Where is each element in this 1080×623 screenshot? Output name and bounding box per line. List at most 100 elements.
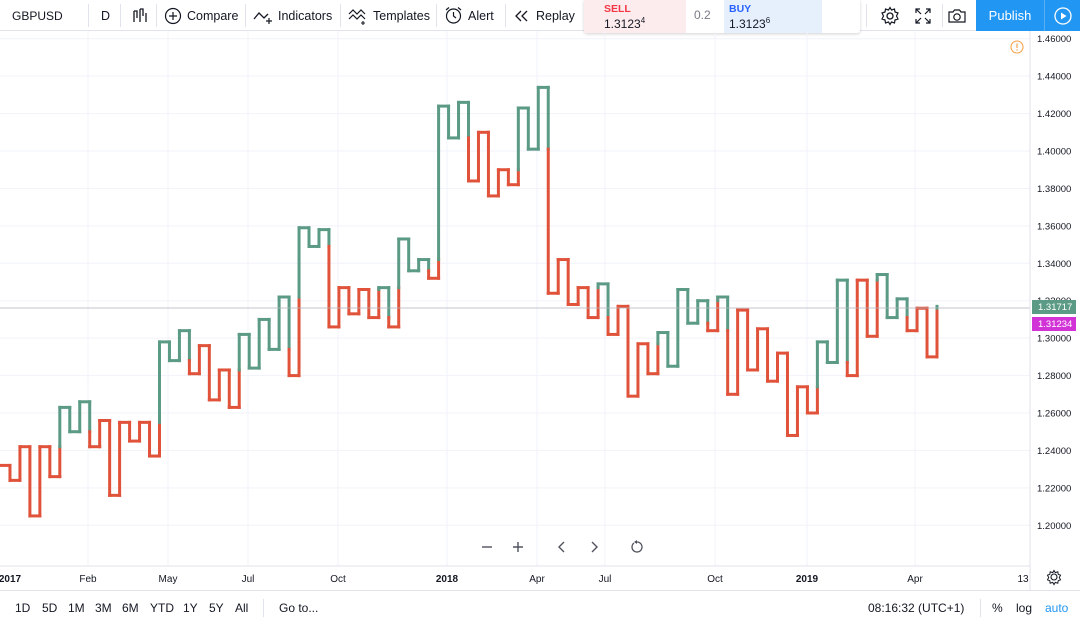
- range-label: YTD: [150, 600, 174, 615]
- price-tick-label: 1.36000: [1037, 221, 1071, 232]
- time-axis[interactable]: 2017 Feb May Jul Oct 2018 Apr Jul Oct 2019 Apr 13: [0, 574, 1029, 585]
- auto-label: auto: [1045, 600, 1069, 615]
- sell-button[interactable]: SELL 1.31234: [584, 0, 686, 33]
- range-button-1y[interactable]: 1Y: [183, 591, 198, 623]
- toolbar-divider: [942, 4, 943, 27]
- toolbar-divider: [505, 4, 506, 27]
- price-tick-label: 1.40000: [1037, 147, 1071, 158]
- range-button-6m[interactable]: 6M: [122, 591, 139, 623]
- zoom-out-button[interactable]: [478, 536, 496, 558]
- settings-gear-icon: [881, 5, 899, 26]
- buy-button[interactable]: BUY 1.31236: [724, 0, 822, 33]
- replay-icon: [515, 10, 528, 21]
- zoom-out-icon: [482, 546, 492, 548]
- zoom-in-icon: [513, 542, 523, 552]
- buy-label: BUY: [729, 3, 752, 15]
- chart-settings-button[interactable]: [880, 0, 900, 31]
- top-toolbar: GBPUSD D Compare Indicators Templates Al…: [0, 0, 1080, 31]
- fullscreen-button[interactable]: [914, 0, 932, 31]
- range-label: 3M: [95, 600, 112, 615]
- prev-close-value: 1.31234: [1038, 318, 1073, 330]
- alert-button[interactable]: Alert: [444, 0, 494, 31]
- last-price-tag: 1.31717: [1032, 300, 1076, 314]
- time-tick-label: 2019: [796, 574, 819, 585]
- price-tick-label: 1.26000: [1037, 409, 1071, 420]
- scroll-left-button[interactable]: [553, 536, 571, 558]
- interval-label: D: [101, 8, 111, 23]
- symbol-search-button[interactable]: GBPUSD: [12, 0, 63, 31]
- buy-price-main: 1.3123: [729, 17, 766, 31]
- alert-label: Alert: [468, 8, 494, 23]
- indicators-icon: [253, 11, 272, 24]
- camera-icon: [948, 8, 966, 23]
- time-tick-label: Jul: [599, 574, 612, 585]
- range-button-all[interactable]: All: [235, 591, 248, 623]
- price-axis[interactable]: 1.46000 1.44000 1.42000 1.40000 1.38000 1.360…: [1037, 34, 1071, 532]
- toolbar-divider: [156, 4, 157, 27]
- sell-price-main: 1.3123: [604, 17, 641, 31]
- bottom-toolbar: 1D 5D 1M 3M 6M YTD 1Y 5Y All Go to... 08:16:32 (…: [0, 590, 1080, 623]
- trading-panel: SELL 1.31234 0.2 BUY 1.31236: [584, 0, 860, 33]
- percent-label: %: [992, 600, 1003, 615]
- toolbar-divider: [436, 4, 437, 27]
- fullscreen-icon: [915, 7, 931, 24]
- chart-warning-button[interactable]: [1010, 40, 1024, 54]
- replay-button[interactable]: Replay: [513, 0, 575, 31]
- range-button-5y[interactable]: 5Y: [209, 591, 224, 623]
- toolbar-divider: [866, 4, 867, 27]
- play-button[interactable]: [1044, 0, 1080, 31]
- toolbar-divider: [245, 4, 246, 27]
- price-tick-label: 1.28000: [1037, 371, 1071, 382]
- time-tick-label: Oct: [707, 574, 723, 585]
- bar-style-icon: [133, 7, 147, 22]
- range-button-1m[interactable]: 1M: [68, 591, 85, 623]
- range-button-5d[interactable]: 5D: [42, 591, 57, 623]
- kagi-chart[interactable]: 1.46000 1.44000 1.42000 1.40000 1.38000 1.360…: [0, 31, 1080, 590]
- sell-price: 1.31234: [604, 16, 645, 31]
- warning-dot: [1016, 49, 1018, 51]
- prev-close-tag: 1.31234: [1032, 317, 1076, 331]
- compare-button[interactable]: Compare: [164, 0, 238, 31]
- scroll-right-button[interactable]: [585, 536, 603, 558]
- price-tick-label: 1.22000: [1037, 483, 1071, 494]
- price-tick-label: 1.24000: [1037, 446, 1071, 457]
- log-toggle[interactable]: log: [1016, 591, 1032, 623]
- price-tick-label: 1.44000: [1037, 72, 1071, 83]
- replay-label: Replay: [536, 8, 575, 23]
- toolbar-divider: [120, 4, 121, 27]
- reset-chart-button[interactable]: [628, 536, 646, 558]
- price-tick-label: 1.20000: [1037, 521, 1071, 532]
- last-price-value: 1.31717: [1038, 301, 1073, 313]
- timezone-button[interactable]: 08:16:32 (UTC+1): [868, 591, 964, 623]
- kagi-series: [0, 85, 939, 518]
- goto-button[interactable]: Go to...: [279, 591, 318, 623]
- compare-label: Compare: [187, 8, 239, 23]
- chart-style-button[interactable]: [131, 0, 149, 31]
- range-button-ytd[interactable]: YTD: [150, 591, 174, 623]
- chart-grid: [0, 31, 1030, 566]
- price-tick-label: 1.38000: [1037, 184, 1071, 195]
- time-tick-label: May: [159, 574, 178, 585]
- time-tick-label: Apr: [529, 574, 545, 585]
- percent-toggle[interactable]: %: [992, 591, 1003, 623]
- scroll-right-icon: [591, 541, 598, 553]
- axis-settings-button[interactable]: [1046, 569, 1062, 586]
- scroll-left-icon: [558, 541, 565, 553]
- sell-label: SELL: [604, 3, 631, 15]
- auto-toggle[interactable]: auto: [1045, 591, 1068, 623]
- publish-button[interactable]: Publish: [976, 0, 1044, 31]
- sell-price-pip: 4: [640, 16, 646, 25]
- buy-price: 1.31236: [729, 16, 770, 31]
- log-label: log: [1016, 600, 1033, 615]
- time-tick-label: Oct: [330, 574, 346, 585]
- publish-label: Publish: [988, 8, 1032, 23]
- zoom-in-button[interactable]: [509, 536, 527, 558]
- range-label: All: [235, 600, 249, 615]
- indicators-button[interactable]: Indicators: [253, 0, 332, 31]
- range-button-3m[interactable]: 3M: [95, 591, 112, 623]
- buy-price-pip: 6: [765, 16, 771, 25]
- interval-button[interactable]: D: [101, 0, 110, 31]
- screenshot-button[interactable]: [947, 0, 967, 31]
- range-button-1d[interactable]: 1D: [15, 591, 30, 623]
- templates-button[interactable]: Templates: [348, 0, 430, 31]
